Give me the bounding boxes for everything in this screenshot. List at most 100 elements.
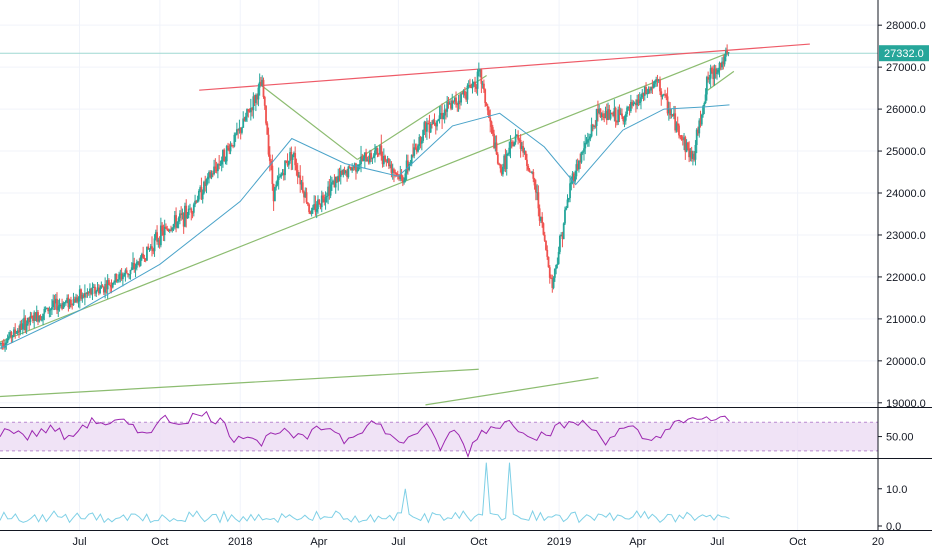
candle-body[interactable]	[159, 225, 162, 246]
candle-body[interactable]	[296, 170, 299, 177]
candle-body[interactable]	[220, 159, 223, 165]
candle-body[interactable]	[522, 146, 525, 153]
candle-body[interactable]	[328, 186, 331, 196]
candle-body[interactable]	[190, 208, 193, 213]
candle-body[interactable]	[555, 264, 558, 269]
candle-body[interactable]	[191, 212, 194, 214]
candle-body[interactable]	[456, 103, 459, 105]
candle-body[interactable]	[590, 124, 593, 137]
candle-body[interactable]	[194, 200, 196, 205]
candle-body[interactable]	[64, 300, 67, 303]
candle-body[interactable]	[455, 97, 457, 104]
candle-body[interactable]	[645, 87, 647, 95]
candle-body[interactable]	[429, 123, 432, 133]
candle-body[interactable]	[405, 160, 408, 174]
candle-body[interactable]	[73, 299, 76, 303]
candle-body[interactable]	[75, 297, 77, 303]
candle-body[interactable]	[13, 329, 15, 336]
candle-body[interactable]	[604, 110, 607, 119]
candle-body[interactable]	[305, 192, 308, 203]
candle-body[interactable]	[502, 166, 504, 175]
candle-body[interactable]	[95, 291, 98, 294]
candle-body[interactable]	[559, 235, 561, 252]
candle-body[interactable]	[381, 156, 384, 165]
candle-body[interactable]	[513, 142, 516, 147]
candle-body[interactable]	[314, 204, 317, 212]
candle-body[interactable]	[260, 81, 262, 87]
candle-body[interactable]	[327, 186, 329, 196]
candle-body[interactable]	[622, 116, 625, 122]
candle-body[interactable]	[189, 208, 191, 210]
candle-body[interactable]	[493, 133, 495, 148]
candle-body[interactable]	[323, 198, 326, 203]
candle-body[interactable]	[92, 286, 95, 288]
candle-body[interactable]	[503, 155, 506, 167]
candle-body[interactable]	[216, 164, 219, 172]
candle-body[interactable]	[495, 142, 498, 155]
candle-body[interactable]	[161, 225, 164, 232]
candle-body[interactable]	[152, 248, 155, 252]
candle-body[interactable]	[700, 114, 703, 125]
candle-body[interactable]	[49, 308, 52, 311]
candle-body[interactable]	[5, 342, 8, 346]
candle-body[interactable]	[25, 323, 28, 331]
candle-body[interactable]	[234, 134, 237, 136]
candle-body[interactable]	[123, 274, 126, 277]
candle-body[interactable]	[362, 158, 365, 161]
candle-body[interactable]	[610, 113, 613, 115]
candle-body[interactable]	[324, 197, 327, 203]
candle-body[interactable]	[579, 160, 582, 163]
candle-body[interactable]	[546, 249, 549, 257]
candle-body[interactable]	[182, 213, 185, 227]
candle-body[interactable]	[213, 166, 215, 175]
candle-body[interactable]	[267, 134, 270, 155]
candle-body[interactable]	[246, 109, 248, 117]
candle-body[interactable]	[727, 52, 730, 54]
candle-body[interactable]	[661, 94, 664, 97]
candle-body[interactable]	[462, 91, 465, 95]
candle-body[interactable]	[48, 310, 51, 312]
candle-body[interactable]	[137, 261, 139, 263]
candle-body[interactable]	[476, 71, 479, 89]
candle-body[interactable]	[514, 135, 517, 143]
candle-body[interactable]	[702, 106, 704, 115]
candle-body[interactable]	[681, 139, 684, 141]
candle-body[interactable]	[242, 118, 245, 128]
candle-body[interactable]	[396, 174, 399, 176]
candle-body[interactable]	[139, 257, 142, 266]
candle-body[interactable]	[642, 92, 645, 96]
candle-body[interactable]	[624, 114, 627, 121]
candle-body[interactable]	[488, 110, 490, 118]
candle-body[interactable]	[70, 299, 72, 304]
candle-body[interactable]	[127, 273, 129, 275]
candle-body[interactable]	[7, 336, 10, 339]
candle-body[interactable]	[464, 91, 466, 96]
candle-body[interactable]	[196, 199, 199, 203]
candle-body[interactable]	[562, 223, 565, 240]
candle-body[interactable]	[304, 192, 307, 198]
candle-body[interactable]	[598, 108, 601, 114]
candle-body[interactable]	[365, 152, 367, 162]
candle-body[interactable]	[386, 158, 389, 162]
candle-body[interactable]	[616, 121, 618, 123]
candle-body[interactable]	[395, 172, 398, 175]
candle-body[interactable]	[257, 87, 260, 100]
candle-body[interactable]	[77, 298, 80, 302]
candle-body[interactable]	[437, 119, 440, 121]
candle-body[interactable]	[81, 294, 84, 299]
candle-body[interactable]	[273, 187, 276, 202]
candle-body[interactable]	[59, 304, 62, 306]
candle-body[interactable]	[371, 157, 374, 160]
candle-body[interactable]	[724, 50, 727, 57]
candle-body[interactable]	[647, 89, 650, 94]
candle-body[interactable]	[505, 153, 508, 170]
candle-body[interactable]	[322, 195, 324, 199]
candle-body[interactable]	[552, 277, 555, 288]
candle-body[interactable]	[408, 163, 411, 170]
candle-body[interactable]	[163, 226, 166, 236]
candle-body[interactable]	[638, 101, 641, 104]
candle-body[interactable]	[244, 116, 247, 121]
candle-body[interactable]	[258, 81, 261, 88]
candle-body[interactable]	[52, 300, 55, 308]
candle-body[interactable]	[457, 100, 460, 105]
